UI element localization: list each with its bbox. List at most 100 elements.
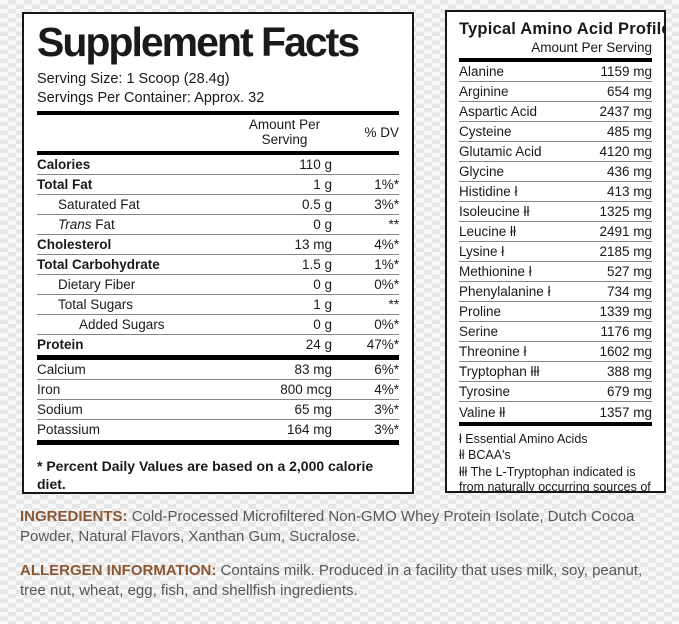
amino-profile-title: Typical Amino Acid Profile xyxy=(459,20,666,38)
nutrient-dv: 4%* xyxy=(374,381,399,397)
nutrient-name: Cholesterol xyxy=(37,236,112,252)
nutrient-dv: 6%* xyxy=(374,361,399,377)
amino-row: Proline 1339 mg xyxy=(459,302,652,322)
nutrient-name: Calcium xyxy=(37,361,86,377)
mineral-row: Sodium 65 mg 3%* xyxy=(37,400,399,420)
nutrient-dv: 0%* xyxy=(374,316,399,332)
daily-value-footnotes: * Percent Daily Values are based on a 2,… xyxy=(37,457,399,493)
nutrient-amount: 0 g xyxy=(313,216,332,232)
facts-header-row: Amount Per Serving % DV xyxy=(37,115,399,151)
nutrient-amount: 0 g xyxy=(313,316,332,332)
amino-row: Glycine 436 mg xyxy=(459,162,652,182)
nutrient-amount: 0.5 g xyxy=(301,196,332,212)
nutrient-row: Total Fat 1 g 1%* xyxy=(37,175,399,195)
amino-row: Leucine łł 2491 mg xyxy=(459,222,652,242)
amino-amount: 2185 mg xyxy=(599,244,652,259)
nutrient-name: Trans Fat xyxy=(58,216,115,232)
nutrient-amount: 65 mg xyxy=(294,401,332,417)
nutrient-name: Saturated Fat xyxy=(58,196,140,212)
divider-bar xyxy=(37,150,399,155)
amino-amount: 654 mg xyxy=(606,84,652,99)
nutrient-amount: 800 mcg xyxy=(280,381,332,397)
amino-footnotes: ł Essential Amino Acids łł BCAA's łłł Th… xyxy=(459,432,652,493)
nutrient-dv: 3%* xyxy=(374,196,399,212)
amino-name: Methionine ł xyxy=(459,264,532,279)
amino-amount: 2491 mg xyxy=(599,224,652,239)
nutrient-row: Calories 110 g xyxy=(37,155,399,175)
amino-row: Serine 1176 mg xyxy=(459,322,652,342)
footnote-line: łł BCAA's xyxy=(459,448,511,463)
mineral-row: Calcium 83 mg 6%* xyxy=(37,360,399,380)
nutrient-row: Total Sugars 1 g ** xyxy=(37,295,399,315)
footnote-line: łłł The L-Tryptophan indicated is from n… xyxy=(459,464,651,493)
amino-row: Alanine 1159 mg xyxy=(459,62,652,82)
amino-row: Cysteine 485 mg xyxy=(459,122,652,142)
amino-row: Isoleucine łł 1325 mg xyxy=(459,202,652,222)
nutrient-name: Total Fat xyxy=(37,176,93,192)
nutrient-row: Saturated Fat 0.5 g 3%* xyxy=(37,195,399,215)
nutrient-row: Cholesterol 13 mg 4%* xyxy=(37,235,399,255)
nutrient-dv: 1%* xyxy=(374,256,399,272)
amino-amount: 1357 mg xyxy=(599,404,652,420)
nutrient-dv: 4%* xyxy=(374,236,399,252)
amino-name: Tryptophan łłł xyxy=(459,364,540,379)
nutrient-name: Calories xyxy=(37,156,91,172)
nutrient-name: Added Sugars xyxy=(79,316,165,332)
footnote-line: * Percent Daily Values are based on a 2,… xyxy=(37,457,374,493)
ingredients-paragraph: INGREDIENTS: Cold-Processed Microfiltere… xyxy=(20,507,665,546)
servings-per-container: Servings Per Container: Approx. 32 xyxy=(37,89,265,106)
nutrient-dv: 47%* xyxy=(366,337,399,353)
divider-bar xyxy=(37,111,399,116)
divider-bar xyxy=(37,439,399,445)
amino-amount: 679 mg xyxy=(606,384,652,399)
amino-name: Serine xyxy=(459,324,499,339)
nutrient-amount: 1.5 g xyxy=(301,256,332,272)
nutrient-dv: ** xyxy=(388,296,399,312)
nutrient-row: Dietary Fiber 0 g 0%* xyxy=(37,275,399,295)
nutrient-name: Dietary Fiber xyxy=(58,276,136,292)
amino-amount: 1176 mg xyxy=(600,324,652,339)
nutrient-amount: 110 g xyxy=(299,156,332,172)
nutrient-amount: 83 mg xyxy=(294,361,332,377)
allergen-label: ALLERGEN INFORMATION: xyxy=(20,562,217,579)
ingredients-allergen-block: INGREDIENTS: Cold-Processed Microfiltere… xyxy=(20,507,665,615)
nutrient-name: Potassium xyxy=(37,422,101,438)
divider-bar xyxy=(37,354,399,360)
supplement-facts-title: Supplement Facts xyxy=(37,19,360,65)
footnote-line: ł Essential Amino Acids xyxy=(459,432,588,446)
nutrient-amount: 24 g xyxy=(305,337,332,353)
amino-row: Valine łł 1357 mg xyxy=(459,402,652,422)
nutrient-amount: 164 mg xyxy=(286,422,332,438)
amino-name: Alanine xyxy=(459,64,505,79)
amino-row: Arginine 654 mg xyxy=(459,82,652,102)
amino-amount: 388 mg xyxy=(606,364,652,379)
nutrient-amount: 13 mg xyxy=(294,236,332,252)
amino-acid-profile-panel: Typical Amino Acid Profile Amount Per Se… xyxy=(445,10,666,493)
amino-amount: 734 mg xyxy=(606,284,652,299)
nutrient-row: Protein 24 g 47%* xyxy=(37,335,399,355)
amino-name: Arginine xyxy=(459,84,509,99)
nutrient-dv: ** xyxy=(388,216,399,232)
nutrient-amount: 1 g xyxy=(313,176,332,192)
nutrient-dv: 1%* xyxy=(374,176,399,192)
amino-name: Histidine ł xyxy=(459,184,518,199)
nutrient-name: Protein xyxy=(37,337,84,353)
amino-amount: 1159 mg xyxy=(600,64,652,79)
nutrient-dv: 0%* xyxy=(374,276,399,292)
nutrient-name: Sodium xyxy=(37,401,83,417)
amino-amount: 436 mg xyxy=(606,164,652,179)
mineral-row: Iron 800 mcg 4%* xyxy=(37,380,399,400)
mineral-row: Potassium 164 mg 3%* xyxy=(37,420,399,440)
amino-name: Cysteine xyxy=(459,124,512,139)
nutrient-name: Total Sugars xyxy=(58,296,134,312)
amino-name: Aspartic Acid xyxy=(459,104,538,119)
amino-name: Leucine łł xyxy=(459,224,517,239)
amino-profile-subtitle: Amount Per Serving xyxy=(531,40,652,55)
amino-row: Tryptophan łłł 388 mg xyxy=(459,362,652,382)
amino-row: Glutamic Acid 4120 mg xyxy=(459,142,652,162)
amino-amount: 527 mg xyxy=(606,264,652,279)
amino-amount: 1339 mg xyxy=(599,304,652,319)
amino-row: Lysine ł 2185 mg xyxy=(459,242,652,262)
amino-name: Tyrosine xyxy=(459,384,511,399)
